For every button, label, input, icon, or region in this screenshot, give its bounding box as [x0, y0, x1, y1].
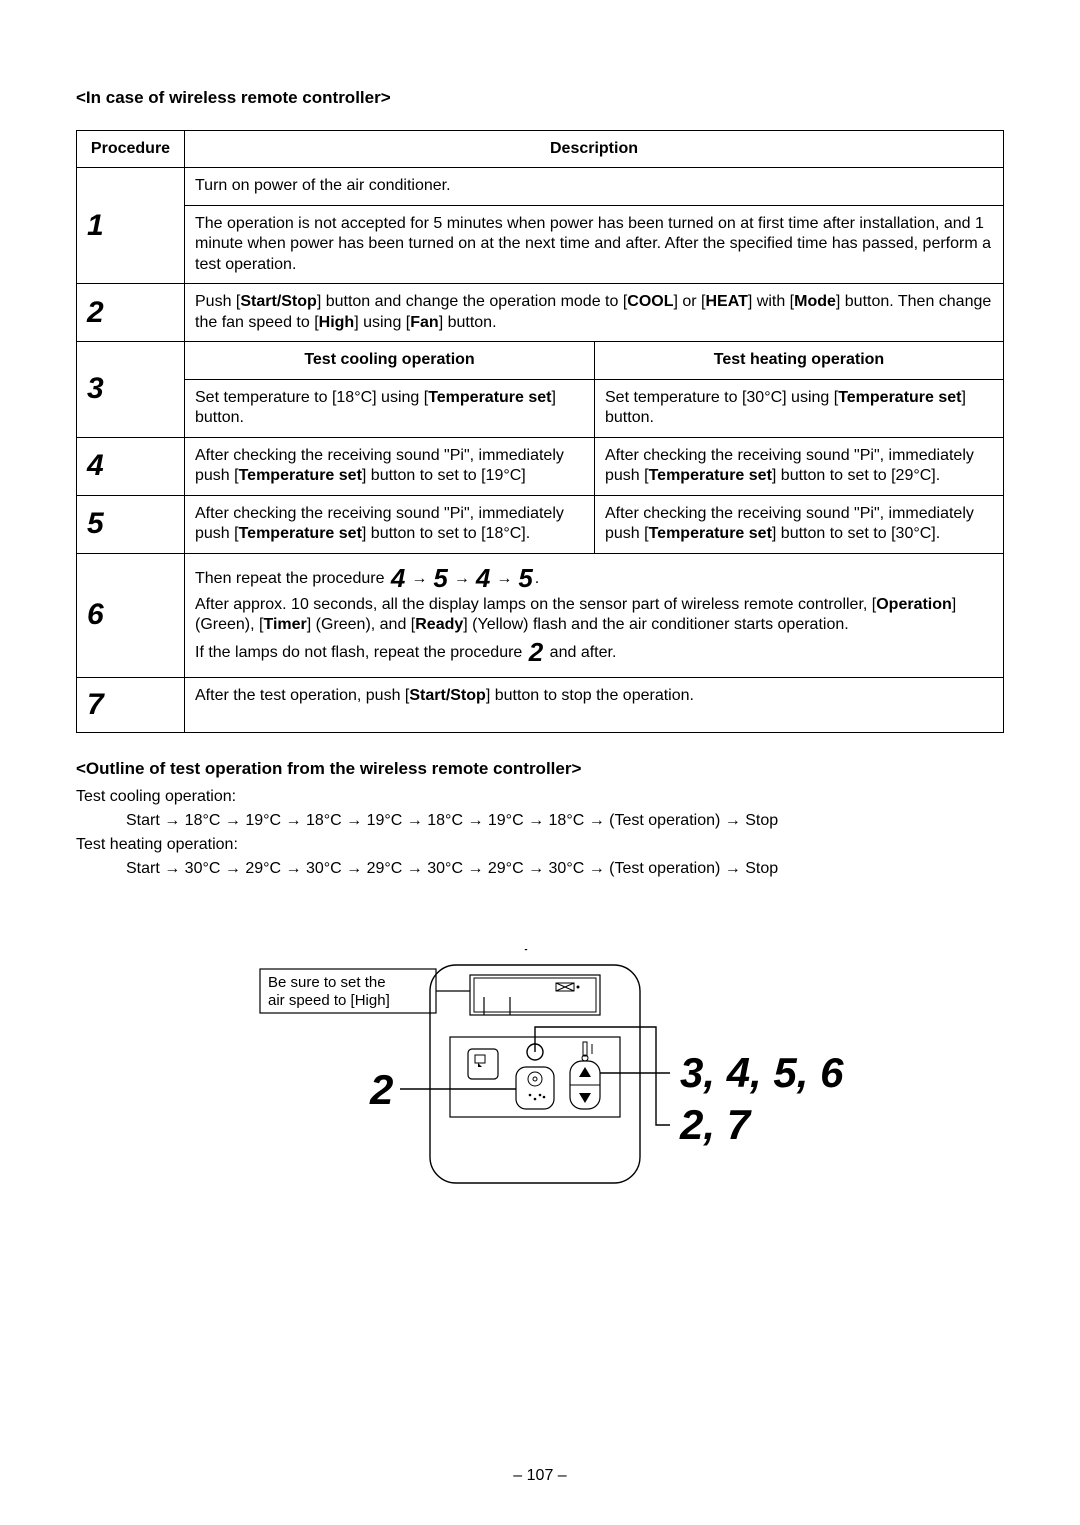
procedure-table: Procedure Description 1 Turn on power of… — [76, 130, 1004, 733]
row5-heat: After checking the receiving sound "Pi",… — [595, 495, 1004, 553]
row6-desc: Then repeat the procedure 4→5→4→5. After… — [185, 553, 1004, 677]
table-row: 5 After checking the receiving sound "Pi… — [77, 495, 1004, 553]
row2-desc: Push [Start/Stop] button and change the … — [185, 284, 1004, 342]
row3-cool-text: Set temperature to [18°C] using [Tempera… — [185, 380, 594, 437]
row1-top: Turn on power of the air conditioner. — [185, 168, 1003, 205]
row7-desc: After the test operation, push [Start/St… — [185, 678, 1004, 733]
procedure-number: 6 — [77, 553, 185, 677]
outline-cool-label: Test cooling operation: — [76, 785, 1004, 809]
svg-text:2: 2 — [369, 1066, 393, 1113]
table-header-row: Procedure Description — [77, 131, 1004, 168]
procedure-number: 4 — [77, 437, 185, 495]
procedure-number: 1 — [77, 168, 185, 284]
row5-cool: After checking the receiving sound "Pi",… — [185, 495, 595, 553]
row6-line2: After approx. 10 seconds, all the displa… — [195, 595, 993, 636]
page: <In case of wireless remote controller> … — [0, 0, 1080, 1525]
svg-text:Be sure to set the: Be sure to set the — [268, 974, 386, 991]
table-row: 7 After the test operation, push [Start/… — [77, 678, 1004, 733]
remote-diagram: Be sure to set the air speed to [High] — [76, 949, 1004, 1199]
table-row: 6 Then repeat the procedure 4→5→4→5. Aft… — [77, 553, 1004, 677]
outline-body: Test cooling operation: Start → 18°C → 1… — [76, 785, 1004, 881]
remote-svg: Be sure to set the air speed to [High] — [220, 949, 860, 1199]
svg-text:2, 7: 2, 7 — [679, 1101, 752, 1148]
row1-bot: The operation is not accepted for 5 minu… — [185, 206, 1003, 283]
table-row: 2 Push [Start/Stop] button and change th… — [77, 284, 1004, 342]
row1-desc: Turn on power of the air conditioner. Th… — [185, 168, 1004, 284]
table-row: 1 Turn on power of the air conditioner. … — [77, 168, 1004, 284]
header-procedure: Procedure — [77, 131, 185, 168]
section-heading: <In case of wireless remote controller> — [76, 88, 1004, 108]
table-row: 3 Test cooling operation Set temperature… — [77, 342, 1004, 437]
outline-heading: <Outline of test operation from the wire… — [76, 759, 1004, 779]
outline-heat-label: Test heating operation: — [76, 833, 1004, 857]
row3-heat: Test heating operation Set temperature t… — [595, 342, 1004, 437]
svg-text:3, 4, 5, 6: 3, 4, 5, 6 — [680, 1049, 844, 1096]
procedure-number: 3 — [77, 342, 185, 437]
row4-cool: After checking the receiving sound "Pi",… — [185, 437, 595, 495]
svg-text:air speed to [High]: air speed to [High] — [268, 992, 390, 1009]
row6-line3: If the lamps do not flash, repeat the pr… — [195, 636, 993, 669]
outline-heat-seq: Start → 30°C → 29°C → 30°C → 29°C → 30°C… — [126, 857, 1004, 881]
header-description: Description — [185, 131, 1004, 168]
heat-subhead: Test heating operation — [595, 342, 1003, 379]
procedure-number: 5 — [77, 495, 185, 553]
procedure-number: 7 — [77, 678, 185, 733]
procedure-number: 2 — [77, 284, 185, 342]
cool-subhead: Test cooling operation — [185, 342, 594, 379]
row6-line1: Then repeat the procedure 4→5→4→5. — [195, 562, 993, 595]
outline-cool-seq: Start → 18°C → 19°C → 18°C → 19°C → 18°C… — [126, 809, 1004, 833]
row4-heat: After checking the receiving sound "Pi",… — [595, 437, 1004, 495]
page-number: – 107 – — [0, 1467, 1080, 1485]
row3-cool: Test cooling operation Set temperature t… — [185, 342, 595, 437]
row3-heat-text: Set temperature to [30°C] using [Tempera… — [595, 380, 1003, 437]
table-row: 4 After checking the receiving sound "Pi… — [77, 437, 1004, 495]
